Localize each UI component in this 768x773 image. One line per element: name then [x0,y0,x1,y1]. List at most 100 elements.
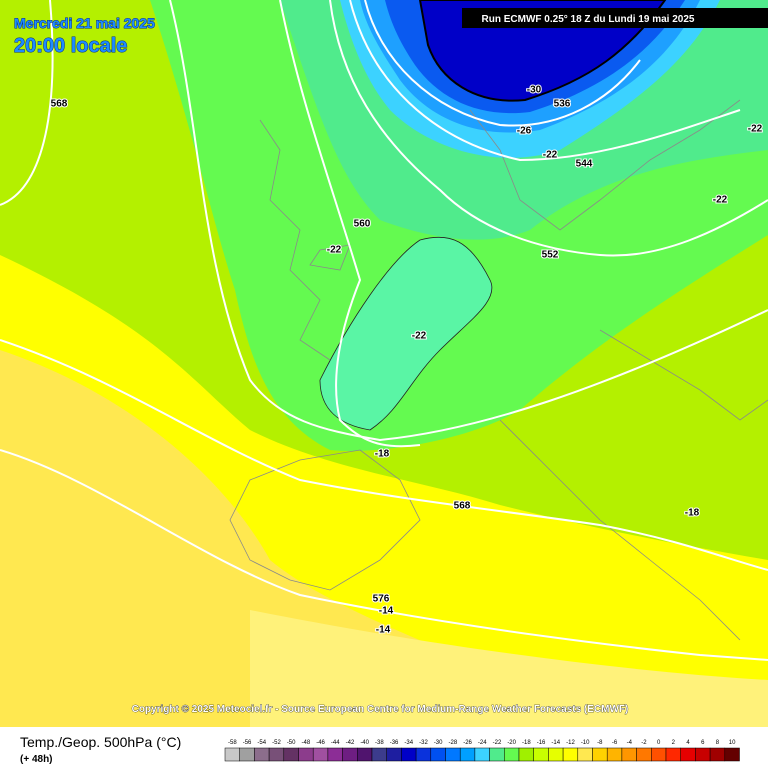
color-swatch [342,747,358,762]
color-swatch [474,747,490,762]
color-swatch [298,747,314,762]
color-swatch [239,747,255,762]
contour-label: 560 [354,219,371,230]
color-swatch [533,747,549,762]
contour-label: -26 [517,126,532,137]
color-swatch [459,747,476,762]
color-swatch [709,747,726,762]
scale-label: -28 [449,740,458,746]
scale-label: -6 [612,740,618,746]
scale-label: -12 [566,740,575,746]
contour-label: 568 [51,99,68,110]
scale-label: 10 [729,740,736,746]
contour-label: -14 [379,606,394,617]
scale-label: -36 [390,740,399,746]
color-swatch [357,747,373,762]
color-swatch [254,747,270,762]
contour-label: -18 [685,508,700,519]
scale-label: -24 [478,740,487,746]
scale-label: 0 [657,740,661,746]
color-swatch [224,747,240,762]
contour-label: -14 [376,625,391,636]
contour-label: -30 [527,85,542,96]
color-swatch [283,747,299,762]
run-info: Run ECMWF 0.25° 18 Z du Lundi 19 mai 202… [482,14,695,25]
contour-label: -22 [713,195,728,206]
contour-label: -22 [327,245,342,256]
scale-label: -54 [257,740,266,746]
color-swatch [651,747,667,762]
contours [0,0,768,661]
scale-label: -58 [228,740,237,746]
scale-label: -44 [331,740,340,746]
borders [229,99,768,641]
color-swatch [636,747,652,762]
color-swatch [606,747,623,762]
color-swatch [577,747,593,762]
color-swatch [445,747,461,762]
scale-label: -4 [627,740,633,746]
warm-region [0,350,560,727]
contour-label: 568 [454,501,471,512]
color-scale: -58 -56 -54 -52 -50 -48 -46 -44 -42 -40 -38 -36 -34-… [224,740,740,762]
scale-label: -10 [581,740,590,746]
color-swatch [695,747,711,762]
contour-label: 536 [554,99,571,110]
color-swatch [489,747,505,762]
color-swatch [724,747,740,762]
contour-label: -22 [412,331,427,342]
contour-label: -22 [543,150,558,161]
color-swatch [312,747,329,762]
scale-label: -38 [375,740,384,746]
footer-title: Temp./Geop. 500hPa (°C) [20,734,181,750]
color-swatch [430,747,446,762]
color-swatch [621,747,637,762]
scale-label: -48 [302,740,311,746]
scale-label: 6 [701,740,705,746]
color-swatch [268,747,285,762]
scale-label: -52 [272,740,281,746]
scale-label: -2 [641,740,647,746]
time: 20:00 locale [14,35,127,57]
contour-label: 544 [576,159,593,170]
color-swatch [592,747,608,762]
color-swatch [415,747,432,762]
contour-label: 552 [542,250,559,261]
color-swatch [665,747,681,762]
scale-label: -20 [507,740,516,746]
contour-labels: 568 -30 536 -26 -22 544 -22 -22 560 -22 552 -22 -18 5… [50,84,764,637]
color-swatch [680,747,696,762]
scale-label: -40 [360,740,369,746]
scale-label: -18 [522,740,531,746]
scale-label: 8 [716,740,720,746]
color-swatch [518,747,534,762]
pale-region [250,610,768,727]
scale-label: -42 [346,740,355,746]
scale-label: -16 [537,740,546,746]
color-swatch [548,747,564,762]
scale-label: -22 [493,740,502,746]
color-swatch [401,747,417,762]
contour-label: -22 [748,124,763,135]
date: Mercredi 21 mai 2025 [14,15,155,31]
contour-label: -18 [375,449,390,460]
color-swatch [371,747,387,762]
color-swatch [327,747,343,762]
cold-pocket [319,236,493,431]
scale-label: -30 [434,740,443,746]
scale-label: -8 [597,740,603,746]
color-swatch [386,747,402,762]
scale-label: -14 [551,740,560,746]
scale-label: -50 [287,740,296,746]
scale-label: 4 [686,740,690,746]
scale-label: -56 [243,740,252,746]
scale-label: -46 [316,740,325,746]
color-swatch [504,747,520,762]
scale-label: -32 [419,740,428,746]
copyright: Copyright © 2025 Meteociel.fr - Source E… [132,704,629,715]
scale-label: 2 [672,740,676,746]
contour-label: 576 [373,594,390,605]
scale-label: -26 [463,740,472,746]
